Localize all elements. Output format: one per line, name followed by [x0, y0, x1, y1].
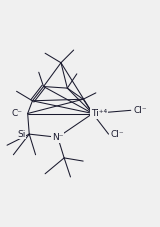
Text: N⁻: N⁻: [52, 133, 64, 142]
Text: C⁻: C⁻: [12, 109, 23, 118]
Text: Cl⁻: Cl⁻: [133, 106, 147, 115]
Text: Ti⁺⁴: Ti⁺⁴: [91, 109, 107, 118]
Text: Cl⁻: Cl⁻: [110, 130, 124, 139]
Text: Si: Si: [17, 130, 25, 139]
